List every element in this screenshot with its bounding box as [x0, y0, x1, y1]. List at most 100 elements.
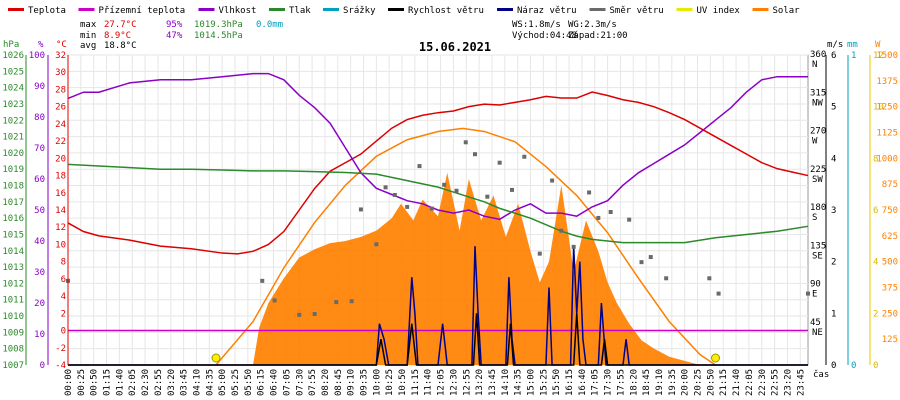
tick-uv-2: 4 — [873, 258, 878, 268]
tick-dir-txt-7: N — [812, 60, 817, 70]
x-tick-30: 12:30 — [449, 369, 459, 396]
legend: Teplota Přízemní teplota Vlhkost Tlak Srážky… — [8, 6, 800, 16]
uv-marker-0 — [211, 353, 221, 363]
tick-dir-txt-0: NE — [812, 328, 823, 338]
legend-label-5: Rychlost větru — [408, 6, 484, 16]
stat-min-pres: 1014.5hPa — [194, 31, 243, 41]
x-tick-29: 12:05 — [437, 369, 447, 396]
tick-pressure-12: 1019 — [2, 165, 24, 175]
legend-label-4: Srážky — [343, 6, 376, 16]
x-tick-14: 05:50 — [244, 369, 254, 396]
legend-swatch-3 — [269, 8, 285, 11]
point-dir-9 — [383, 185, 388, 190]
tick-humidity-3: 30 — [34, 268, 45, 278]
tick-humidity-4: 40 — [34, 237, 45, 247]
x-tick-33: 13:45 — [488, 369, 498, 396]
point-dir-24 — [559, 228, 564, 233]
tick-pressure-7: 1014 — [2, 247, 24, 257]
tick-speed-4: 4 — [831, 154, 836, 164]
tick-pressure-6: 1013 — [2, 263, 24, 273]
tick-speed-2: 2 — [831, 258, 836, 268]
point-dir-12 — [417, 164, 422, 169]
tick-temperature-15: 26 — [55, 103, 66, 113]
x-tick-17: 07:05 — [282, 369, 292, 396]
legend-label-2: Vlhkost — [219, 6, 257, 16]
legend-swatch-9 — [752, 8, 769, 11]
tick-solar-1: 125 — [882, 335, 898, 345]
tick-rain-0: 0 — [851, 361, 856, 371]
tick-dir-txt-5: W — [812, 137, 818, 147]
tick-dir-num-0: 45 — [810, 318, 821, 328]
tick-pressure-0: 1007 — [2, 361, 24, 371]
legend-label-0: Teplota — [28, 6, 66, 16]
x-tick-9: 03:45 — [180, 369, 190, 396]
x-tick-25: 10:25 — [385, 369, 395, 396]
x-tick-24: 10:00 — [372, 369, 382, 396]
series-speed — [68, 313, 808, 366]
legend-swatch-1 — [78, 8, 95, 11]
tick-humidity-7: 70 — [34, 144, 45, 154]
point-dir-33 — [707, 276, 712, 281]
x-tick-11: 04:35 — [205, 369, 215, 396]
series-hum — [67, 72, 808, 221]
x-tick-13: 05:25 — [231, 369, 241, 396]
point-dir-6 — [349, 299, 354, 304]
tick-pressure-11: 1018 — [2, 182, 24, 192]
tick-pressure-18: 1025 — [2, 67, 24, 77]
tick-humidity-10: 100 — [29, 51, 45, 61]
tick-temperature-18: 32 — [55, 51, 66, 61]
series-gust — [68, 246, 808, 366]
tick-humidity-9: 90 — [34, 82, 45, 92]
tick-speed-3: 3 — [831, 206, 836, 216]
tick-dir-num-2: 135 — [810, 241, 826, 251]
tick-temperature-0: -4 — [55, 361, 66, 371]
point-dir-28 — [608, 210, 613, 214]
point-dir-27 — [596, 215, 601, 220]
x-tick-26: 10:50 — [398, 369, 408, 396]
x-tick-55: 22:55 — [771, 369, 781, 396]
axis-unit-degc: °C — [56, 40, 67, 50]
tick-pressure-9: 1016 — [2, 214, 24, 224]
point-dir-21 — [522, 154, 527, 159]
axis-unit-pct: % — [38, 40, 44, 50]
x-tick-50: 20:50 — [706, 369, 716, 396]
tick-temperature-9: 14 — [55, 206, 66, 216]
tick-pressure-8: 1015 — [2, 230, 24, 240]
point-dir-29 — [627, 217, 632, 222]
x-tick-48: 20:00 — [681, 369, 691, 396]
series-pres — [67, 163, 809, 244]
x-tick-2: 00:50 — [90, 369, 100, 396]
tick-pressure-10: 1017 — [2, 198, 24, 208]
stat-wg: WG:2.3m/s — [568, 20, 617, 30]
stat-sunrise: Východ:04:48 — [512, 31, 577, 41]
point-dir-15 — [454, 188, 459, 193]
series-lines — [66, 72, 810, 366]
tick-temperature-14: 24 — [55, 120, 66, 130]
tick-humidity-0: 0 — [40, 361, 45, 371]
tick-temperature-3: 2 — [61, 309, 66, 319]
x-tick-10: 04:10 — [192, 369, 202, 396]
tick-pressure-14: 1021 — [2, 133, 24, 143]
tick-temperature-12: 20 — [55, 154, 66, 164]
x-tick-32: 13:20 — [475, 369, 485, 396]
legend-swatch-0 — [8, 8, 24, 11]
tick-pressure-3: 1010 — [2, 312, 24, 322]
axis-unit-time: čas — [813, 369, 829, 380]
legend-label-9: Solar — [773, 6, 801, 16]
tick-solar-5: 625 — [882, 232, 898, 242]
stat-min-temp: 8.9°C — [104, 31, 131, 41]
tick-speed-1: 1 — [831, 309, 836, 319]
tick-uv-5: 10 — [873, 103, 884, 113]
tick-dir-txt-2: SE — [812, 251, 823, 261]
legend-swatch-7 — [589, 8, 606, 11]
tick-solar-7: 875 — [882, 180, 898, 190]
point-dir-1 — [260, 278, 265, 283]
legend-label-8: UV index — [697, 6, 741, 16]
x-tick-16: 06:40 — [270, 369, 280, 396]
x-tick-57: 23:45 — [796, 369, 806, 396]
tick-temperature-5: 6 — [61, 275, 66, 285]
point-dir-14 — [442, 182, 447, 187]
tick-solar-10: 1250 — [876, 103, 898, 113]
x-tick-37: 15:25 — [539, 369, 549, 396]
tick-solar-8: 1000 — [876, 154, 898, 164]
